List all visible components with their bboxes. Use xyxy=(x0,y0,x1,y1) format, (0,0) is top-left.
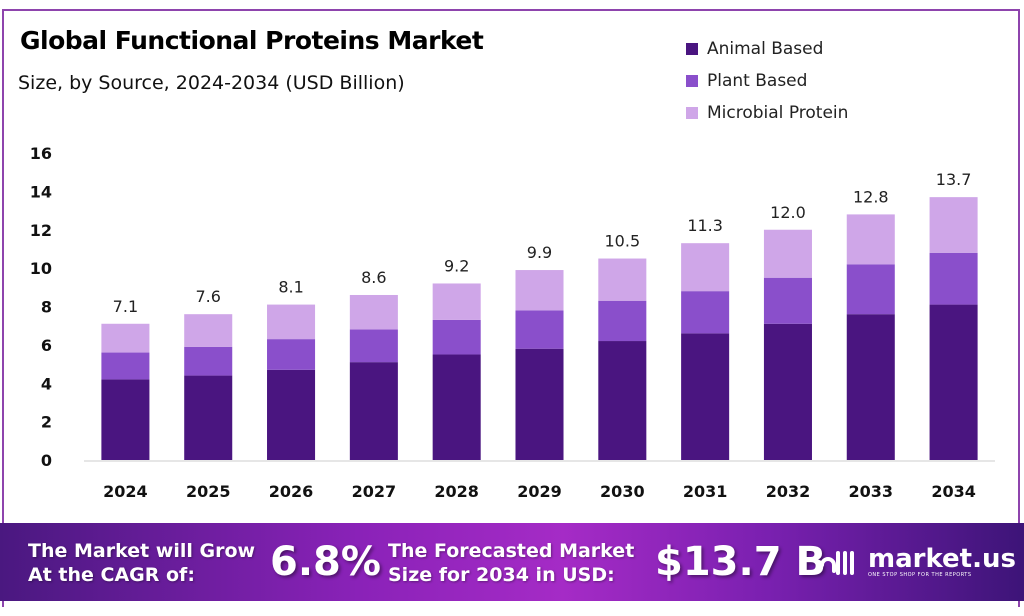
bar-segment xyxy=(929,252,978,305)
forecast-label: The Forecasted Market Size for 2034 in US… xyxy=(388,539,634,587)
total-label: 7.6 xyxy=(196,287,221,306)
total-label: 7.1 xyxy=(113,297,138,316)
chart-subtitle: Size, by Source, 2024-2034 (USD Billion) xyxy=(18,72,405,94)
cagr-value: 6.8% xyxy=(270,539,381,585)
y-tick-label: 2 xyxy=(41,413,52,432)
legend-item-microbial: Microbial Protein xyxy=(686,97,848,129)
y-tick-label: 4 xyxy=(41,374,52,393)
legend-item-animal: Animal Based xyxy=(686,33,848,65)
bar-segment xyxy=(515,310,564,349)
bar-segment xyxy=(349,329,398,363)
y-tick-label: 10 xyxy=(30,259,52,278)
bar-segment xyxy=(598,258,647,301)
chart-title: Global Functional Proteins Market xyxy=(20,26,484,55)
bar-segment xyxy=(349,362,398,460)
x-tick-label: 2032 xyxy=(766,482,811,501)
bar-segment xyxy=(432,354,481,460)
bar-segment xyxy=(846,264,895,315)
forecast-value: $13.7 B xyxy=(655,539,826,585)
bar-segment xyxy=(681,243,730,292)
bar-segment xyxy=(101,352,150,380)
bar-segment xyxy=(267,339,316,370)
bar-segment xyxy=(763,323,812,460)
bar-segment xyxy=(515,348,564,460)
total-label: 11.3 xyxy=(687,216,723,235)
bar-segment xyxy=(432,319,481,355)
total-label: 9.9 xyxy=(527,243,552,262)
bar-segment xyxy=(267,304,316,340)
bar-segment xyxy=(763,229,812,278)
cagr-label-line1: The Market will Grow xyxy=(28,540,256,562)
chart-plot: 0 2 4 6 8 10 12 14 16 7.1 2024 7.6 2025 8.1 2026 8.6 202… xyxy=(30,144,995,501)
legend-swatch xyxy=(686,107,698,119)
total-label: 12.0 xyxy=(770,203,806,222)
bar-segment xyxy=(846,314,895,460)
total-label: 8.1 xyxy=(278,278,303,297)
forecast-label-line2: Size for 2034 in USD: xyxy=(388,564,615,586)
x-tick-label: 2031 xyxy=(683,482,728,501)
bar-segment xyxy=(763,277,812,324)
bar-segment xyxy=(681,333,730,460)
bar-segment xyxy=(184,346,233,376)
cagr-label-line2: At the CAGR of: xyxy=(28,564,195,586)
logo-tagline: ONE STOP SHOP FOR THE REPORTS xyxy=(868,572,972,578)
bar-segment xyxy=(184,314,233,347)
forecast-label-line1: The Forecasted Market xyxy=(388,540,635,562)
bar-segment xyxy=(929,304,978,460)
x-tick-label: 2029 xyxy=(517,482,562,501)
x-tick-label: 2025 xyxy=(186,482,231,501)
bar-segment xyxy=(349,294,398,330)
legend: Animal Based Plant Based Microbial Prote… xyxy=(686,33,848,129)
bar-segment xyxy=(101,379,150,460)
x-tick-label: 2034 xyxy=(931,482,976,501)
y-tick-label: 14 xyxy=(30,182,52,201)
bar-segment xyxy=(681,291,730,334)
bar-segment xyxy=(432,283,481,320)
x-tick-label: 2028 xyxy=(434,482,479,501)
x-tick-label: 2026 xyxy=(269,482,314,501)
y-tick-label: 12 xyxy=(30,221,52,240)
bar-segment xyxy=(184,375,233,460)
logo-icon xyxy=(820,551,854,575)
x-tick-label: 2033 xyxy=(849,482,894,501)
bar-segment xyxy=(846,214,895,265)
x-tick-label: 2024 xyxy=(103,482,148,501)
x-tick-label: 2027 xyxy=(352,482,397,501)
legend-label: Microbial Protein xyxy=(707,103,849,123)
bar-segment xyxy=(598,300,647,342)
total-label: 8.6 xyxy=(361,268,386,287)
chart-frame xyxy=(2,9,1020,607)
total-label: 9.2 xyxy=(444,256,469,275)
bar-segment xyxy=(101,323,150,353)
summary-banner: The Market will Grow At the CAGR of: 6.8%… xyxy=(0,523,1024,601)
legend-label: Animal Based xyxy=(707,39,824,59)
x-tick-label: 2030 xyxy=(600,482,645,501)
bar-segment xyxy=(598,341,647,460)
market-us-logo: market.us ONE STOP SHOP FOR THE REPORTS xyxy=(818,545,1016,579)
y-tick-label: 8 xyxy=(41,298,52,317)
total-label: 12.8 xyxy=(853,187,889,206)
y-tick-label: 16 xyxy=(30,144,52,163)
legend-label: Plant Based xyxy=(707,71,808,91)
y-tick-label: 0 xyxy=(41,451,52,470)
legend-item-plant: Plant Based xyxy=(686,65,848,97)
logo-text: market.us xyxy=(868,544,1016,574)
legend-swatch xyxy=(686,75,698,87)
legend-swatch xyxy=(686,43,698,55)
bar-segment xyxy=(267,369,316,460)
cagr-label: The Market will Grow At the CAGR of: xyxy=(28,539,255,587)
total-label: 10.5 xyxy=(605,232,641,251)
y-tick-label: 6 xyxy=(41,336,52,355)
bar-segment xyxy=(515,270,564,311)
bar-segment xyxy=(929,197,978,253)
total-label: 13.7 xyxy=(936,170,972,189)
